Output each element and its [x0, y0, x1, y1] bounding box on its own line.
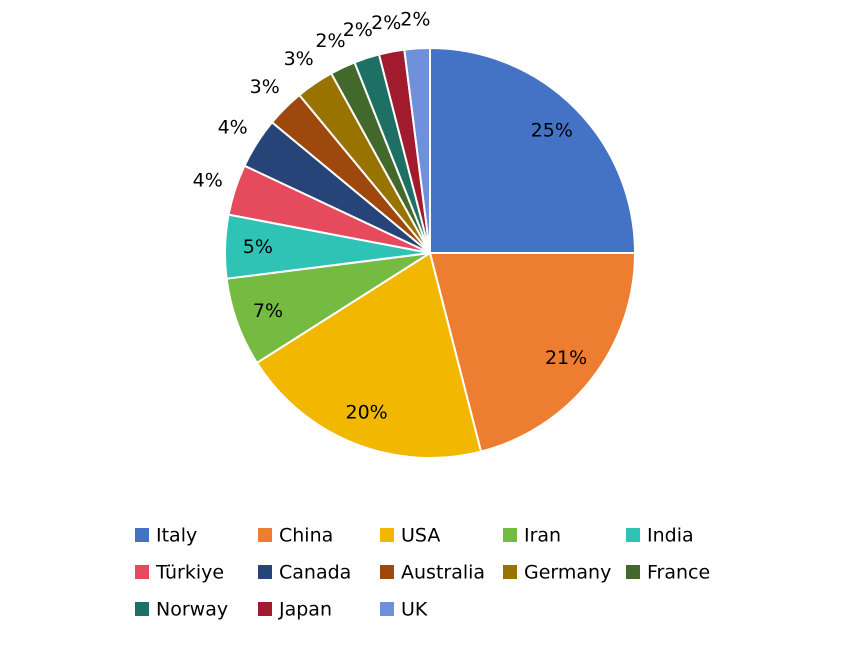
- legend-label: Norway: [156, 599, 228, 621]
- legend-swatch: [135, 602, 149, 616]
- legend-swatch: [626, 565, 640, 579]
- data-label: 3%: [250, 76, 280, 98]
- legend-swatch: [258, 565, 272, 579]
- data-label: 7%: [253, 300, 283, 322]
- legend-swatch: [380, 528, 394, 542]
- legend-swatch: [503, 565, 517, 579]
- data-label: 3%: [284, 48, 314, 70]
- pie-slice: [428, 252, 637, 453]
- legend-swatch: [135, 565, 149, 579]
- legend-label: Australia: [401, 562, 485, 584]
- data-label: 2%: [400, 8, 430, 30]
- legend-swatch: [626, 528, 640, 542]
- legend-label: Japan: [278, 599, 332, 621]
- legend-label: UK: [401, 599, 428, 621]
- legend-label: India: [647, 525, 694, 547]
- legend-swatch: [258, 602, 272, 616]
- legend-label: USA: [401, 525, 440, 547]
- data-label: 4%: [218, 116, 248, 138]
- data-label: 2%: [371, 12, 401, 34]
- data-label: 2%: [315, 30, 345, 52]
- data-label: 5%: [243, 236, 273, 258]
- data-label: 21%: [545, 347, 587, 369]
- legend-swatch: [380, 602, 394, 616]
- legend-swatch: [258, 528, 272, 542]
- pie-slice: [429, 46, 637, 254]
- data-label: 20%: [345, 402, 387, 424]
- legend-swatch: [135, 528, 149, 542]
- legend-label: Canada: [279, 562, 351, 584]
- legend-label: Germany: [524, 562, 611, 584]
- legend-label: Iran: [524, 525, 561, 547]
- data-label: 2%: [343, 19, 373, 41]
- legend-label: Türkiye: [155, 562, 224, 584]
- legend-swatch: [503, 528, 517, 542]
- legend-swatch: [380, 565, 394, 579]
- data-label: 25%: [531, 120, 573, 142]
- pie-slice: [403, 46, 431, 254]
- pie-slice: [255, 251, 483, 459]
- legend-label: Italy: [156, 525, 197, 547]
- legend-label: China: [279, 525, 333, 547]
- data-label: 4%: [193, 169, 223, 191]
- legend-label: France: [647, 562, 710, 584]
